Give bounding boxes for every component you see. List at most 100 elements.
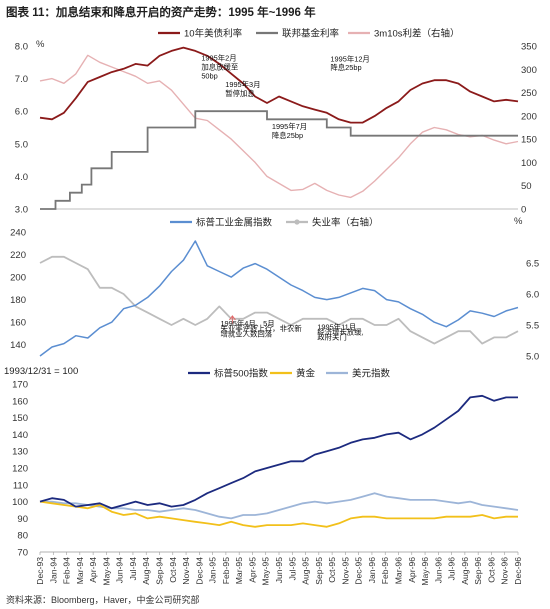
p1-annotation: 1995年12月: [330, 54, 369, 63]
p2-series-unemployment: [39, 255, 519, 345]
p1-right-tick: 250: [521, 88, 537, 99]
p2-legend-unemployment-label: 失业率（右轴）: [312, 216, 379, 228]
p1-annotation: 暂停加息: [225, 89, 255, 98]
p2-left-tick: 240: [10, 228, 26, 239]
p3-x-tick: Mar-95: [234, 557, 244, 584]
figure-title: 图表 11：加息结束和降息开启的资产走势：1995 年~1996 年: [6, 7, 316, 19]
p2-legend-metals: 标普工业金属指数: [170, 216, 273, 228]
p3-series-dollar: [40, 492, 519, 520]
p3-y-tick: 100: [12, 497, 28, 508]
p1-right-tick: 0: [521, 205, 526, 216]
p3-x-tick: Sep-94: [155, 557, 165, 585]
p2-right-tick: 6.0: [526, 290, 539, 301]
p3-x-tick: Jun-96: [433, 557, 443, 583]
p3-x-tick: Mar-94: [75, 557, 85, 584]
p3-x-tick: Oct-96: [486, 557, 496, 583]
p1-annotation: 50bp: [201, 71, 217, 80]
p3-x-tick: Dec-95: [354, 557, 364, 585]
p3-x-tick: Jun-94: [115, 557, 125, 583]
p1-legend-treasury10y-label: 10年美债利率: [184, 27, 243, 39]
p3-y-tick: 170: [12, 380, 28, 391]
p3-x-tick: May-94: [101, 557, 111, 586]
p2-left-tick: 140: [10, 340, 26, 351]
p1-annotation: 1995年3月: [225, 80, 260, 89]
p2-legend-unemployment-marker: [294, 219, 300, 225]
p2-annotation: 失业率逆转上行，非农新: [220, 324, 302, 333]
p2-annotation-arrowhead: [228, 315, 236, 321]
p3-x-tick: Aug-96: [460, 557, 470, 585]
p1-right-tick: 100: [521, 158, 537, 169]
p3-x-tick: Apr-95: [247, 557, 257, 583]
p3-y-tick: 90: [17, 514, 28, 525]
p1-left-tick: 8.0: [15, 42, 28, 53]
p2-left-tick: 160: [10, 318, 26, 329]
p3-x-tick: Jul-96: [447, 557, 457, 581]
p2-legend-metals-label: 标普工业金属指数: [196, 216, 273, 228]
p1-left-tick: 4.0: [15, 172, 28, 183]
p1-legend-fedfunds-label: 联邦基金利率: [282, 27, 340, 39]
p1-legend-fedfunds: 联邦基金利率: [256, 27, 340, 39]
p3-x-tick: Jul-94: [128, 557, 138, 581]
p3-x-tick: Jan-94: [48, 557, 58, 583]
p1-series-treasury10y: [39, 46, 519, 124]
p1-legend-spread: 3m10s利差（右轴）: [348, 27, 460, 39]
p1-left-unit: %: [36, 39, 45, 50]
p1-annotation: 加息放缓至: [201, 62, 238, 71]
p3-x-tick: Jan-95: [208, 557, 218, 583]
p2-annotation: 经济增长放缓,: [317, 328, 363, 337]
p3-x-tick: Jun-95: [274, 557, 284, 583]
p1-annotation: 1995年2月: [201, 54, 236, 63]
p3-x-tick: Aug-95: [301, 557, 311, 585]
p3-x-tick: Mar-96: [394, 557, 404, 584]
p2-right-tick: 5.0: [526, 352, 539, 363]
p3-x-tick: Nov-96: [500, 557, 510, 585]
p3-x-tick: Aug-94: [141, 557, 151, 585]
p1-left-tick: 6.0: [15, 107, 28, 118]
p1-series-fedfunds: [40, 110, 518, 210]
p3-legend-dollar: 美元指数: [326, 367, 391, 379]
p1-left-tick: 5.0: [15, 139, 28, 150]
p3-series-sp500: [39, 394, 518, 510]
p3-x-tick: Oct-94: [168, 557, 178, 583]
p3-x-tick: Apr-94: [88, 557, 98, 583]
p3-x-tick: Feb-96: [380, 557, 390, 584]
p3-legend-gold: 黄金: [270, 367, 316, 379]
p3-x-tick: Dec-94: [194, 557, 204, 585]
p3-y-tick: 140: [12, 430, 28, 441]
p3-y-tick: 130: [12, 447, 28, 458]
p2-legend-unemployment: 失业率（右轴）: [286, 216, 379, 228]
p3-y-tick: 150: [12, 413, 28, 424]
p3-x-tick: Dec-93: [35, 557, 45, 585]
p3-legend-gold-label: 黄金: [296, 367, 316, 379]
p2-annotation: 1995年11月: [317, 323, 356, 332]
p1-legend-treasury10y: 10年美债利率: [158, 27, 243, 39]
p2-left-tick: 180: [10, 295, 26, 306]
p3-legend-sp500-label: 标普500指数: [214, 367, 268, 379]
p1-annotation: 1995年7月: [272, 122, 307, 131]
p3-base-label: 1993/12/31 = 100: [4, 366, 78, 377]
p3-x-tick: Oct-95: [327, 557, 337, 583]
p2-annotation: 政府关门: [317, 333, 347, 342]
p1-legend-spread-label: 3m10s利差（右轴）: [374, 27, 460, 39]
p1-right-tick: 200: [521, 111, 537, 122]
p3-x-tick: Nov-95: [340, 557, 350, 585]
p3-x-tick: Apr-96: [407, 557, 417, 583]
p3-y-tick: 70: [17, 548, 28, 559]
p2-right-unit: %: [514, 216, 523, 227]
p1-right-tick: 300: [521, 65, 537, 76]
p2-annotation: 1995年4月、5月: [220, 319, 274, 328]
p2-series-metals: [39, 240, 519, 357]
p1-right-tick: 150: [521, 135, 537, 146]
p3-y-tick: 120: [12, 464, 28, 475]
p3-x-tick: May-96: [420, 557, 430, 586]
p1-right-tick: 50: [521, 181, 532, 192]
p3-x-tick: Feb-94: [62, 557, 72, 584]
p3-x-tick: Jan-96: [367, 557, 377, 583]
p3-y-tick: 80: [17, 531, 28, 542]
source-note: 资料来源：Bloomberg，Haver，中金公司研究部: [6, 595, 200, 605]
p3-x-tick: Sep-95: [314, 557, 324, 585]
p3-y-tick: 110: [13, 480, 28, 491]
p2-right-tick: 6.5: [526, 259, 539, 270]
p3-series-gold: [39, 500, 518, 528]
